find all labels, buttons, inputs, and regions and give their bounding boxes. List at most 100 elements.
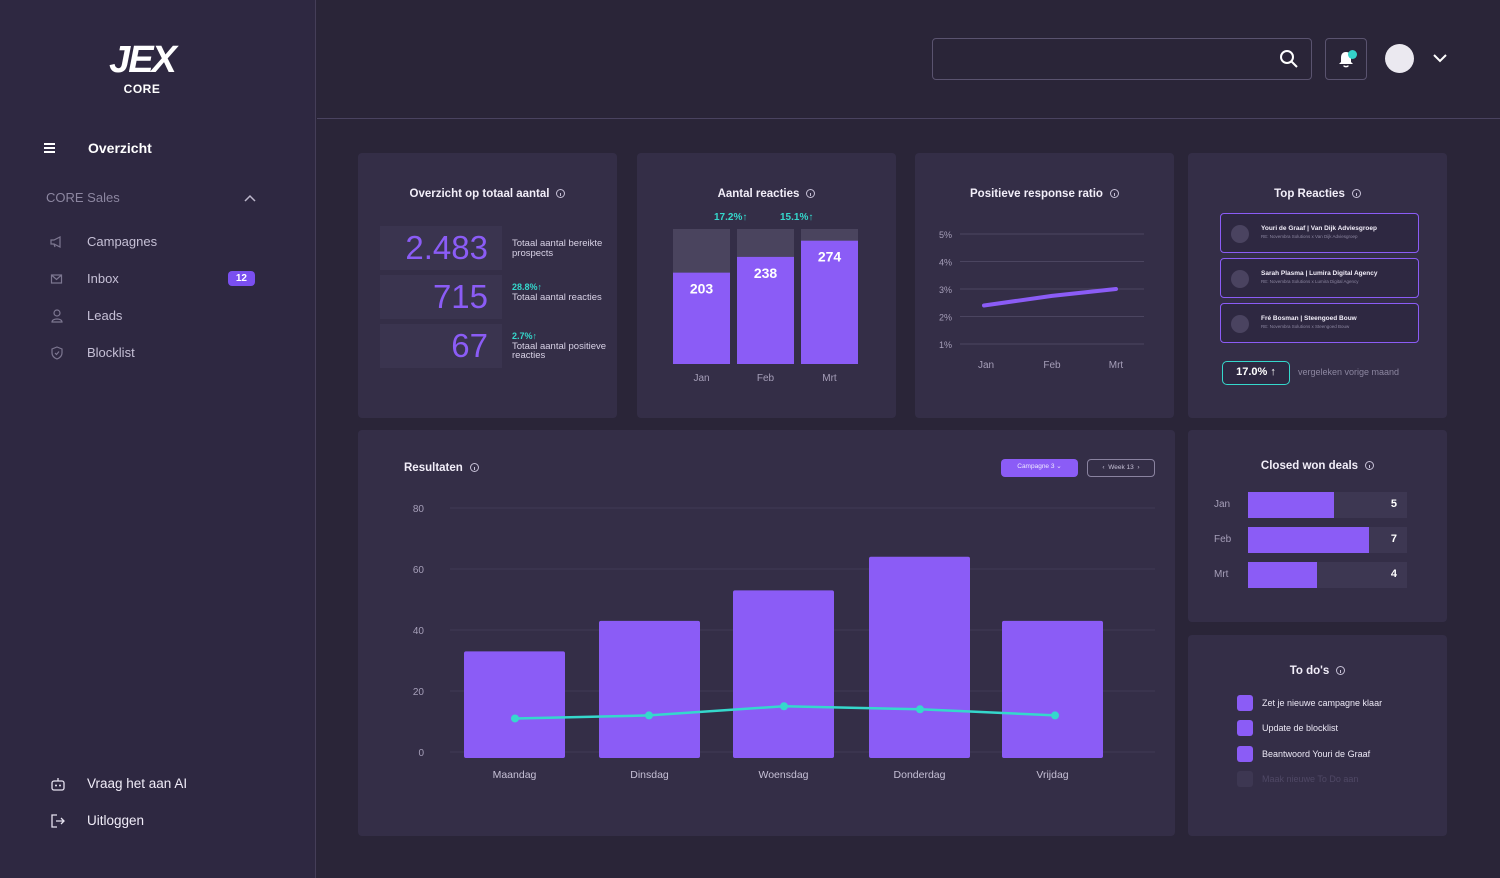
deal-month-label: Feb — [1214, 534, 1232, 545]
todo-checkbox[interactable] — [1237, 695, 1253, 711]
sidebar-item-label: Leads — [87, 308, 123, 323]
notification-dot — [1348, 50, 1357, 59]
y-tick-label: 4% — [939, 258, 952, 268]
info-icon[interactable] — [806, 189, 816, 198]
x-tick-label: Mrt — [822, 373, 837, 384]
y-tick-label: 5% — [939, 230, 952, 240]
x-tick-label: Jan — [693, 373, 709, 384]
stat-box-positief: 67 — [380, 324, 502, 368]
nav-overview[interactable]: Overzicht — [44, 140, 152, 156]
sidebar-item-label: Blocklist — [87, 345, 135, 360]
growth-mrt: 15.1%↑ — [780, 212, 814, 223]
stat-value: 67 — [451, 327, 488, 364]
bar-value-label: 274 — [818, 249, 842, 265]
todo-card: To do's Zet je nieuwe campagne klaar Upd… — [1188, 635, 1447, 836]
deal-month-label: Jan — [1214, 499, 1231, 510]
sidebar-item-leads[interactable]: Leads — [50, 308, 255, 323]
bar-value-label: 203 — [690, 281, 714, 297]
todo-label: Zet je nieuwe campagne klaar — [1262, 698, 1383, 708]
x-tick-label: Feb — [1043, 360, 1061, 371]
results-title: Resultaten — [404, 462, 479, 474]
stat-growth: 28.8%↑ — [512, 282, 543, 292]
new-todo-placeholder: Maak nieuwe To Do aan — [1262, 774, 1359, 784]
stat-box-prospects: 2.483 — [380, 226, 502, 270]
y-tick-label: 3% — [939, 285, 952, 295]
chevron-right-icon[interactable]: › — [1137, 464, 1140, 471]
info-icon[interactable] — [1351, 189, 1361, 198]
logout-button[interactable]: Uitloggen — [50, 813, 144, 828]
stat-box-reacties: 715 — [380, 275, 502, 319]
brand-sub: CORE — [123, 82, 161, 96]
todo-label: Update de blocklist — [1262, 723, 1339, 733]
bar — [733, 590, 834, 758]
results-card: Resultaten Campagne 3 ⌄ ‹ Week 13 › 80 60… — [358, 430, 1175, 836]
search-input[interactable] — [945, 49, 1265, 69]
notifications-button[interactable] — [1325, 38, 1367, 80]
ask-ai-button[interactable]: Vraag het aan AI — [50, 776, 187, 791]
todo-checkbox[interactable] — [1237, 720, 1253, 736]
week-selector[interactable]: ‹ Week 13 › — [1087, 459, 1155, 477]
group-core-sales[interactable]: CORE Sales — [46, 190, 256, 205]
reacties-chart: 203 Jan 238 Feb 274 Mrt — [673, 229, 858, 384]
sidebar-item-label: Inbox — [87, 271, 119, 286]
nav-overview-label: Overzicht — [88, 140, 152, 156]
deal-bar — [1248, 527, 1370, 553]
search-icon[interactable] — [1279, 49, 1299, 69]
y-tick-label: 80 — [413, 504, 425, 515]
stat-growth: 2.7%↑ — [512, 331, 538, 341]
x-tick-label: Jan — [978, 360, 994, 371]
megaphone-icon — [50, 235, 61, 248]
deal-month-label: Mrt — [1214, 569, 1229, 580]
info-icon[interactable] — [1336, 666, 1346, 675]
new-todo-input[interactable]: Maak nieuwe To Do aan — [1237, 771, 1358, 787]
sidebar-item-campagnes[interactable]: Campagnes — [50, 234, 255, 249]
reactie-subject: RE: Novembra Solutions x Steengoed Bouw — [1261, 324, 1350, 329]
stat-value: 2.483 — [405, 229, 488, 266]
user-icon — [51, 308, 63, 323]
bar — [599, 620, 700, 758]
group-label: CORE Sales — [46, 190, 120, 205]
info-icon[interactable] — [1365, 461, 1375, 470]
todo-item[interactable]: Zet je nieuwe campagne klaar — [1237, 695, 1382, 711]
deal-value-label: 7 — [1390, 533, 1397, 545]
reactie-name: Sarah Plasma | Lumira Digital Agency — [1261, 270, 1378, 277]
todo-item[interactable]: Update de blocklist — [1237, 720, 1338, 736]
reactie-item[interactable]: Sarah Plasma | Lumira Digital Agency RE:… — [1220, 258, 1419, 298]
brand-logo[interactable]: JEX CORE — [106, 40, 178, 96]
avatar[interactable] — [1385, 44, 1414, 73]
ratio-note: vergeleken vorige maand — [1298, 367, 1400, 377]
reactie-item[interactable]: Youri de Graaf | Van Dijk Adviesgroep RE… — [1220, 213, 1419, 253]
logout-label: Uitloggen — [87, 813, 145, 828]
chevron-down-icon[interactable] — [1432, 48, 1448, 68]
stat-label-prospects: Totaal aantal bereikte prospects — [512, 238, 603, 259]
sidebar: JEX CORE Overzicht CORE Sales Campagnes … — [0, 0, 316, 878]
reactie-subject: RE: Novembra Solutions x Lumira Digital … — [1261, 279, 1359, 284]
menu-icon[interactable] — [44, 143, 58, 153]
todo-item[interactable]: Beantwoord Youri de Graaf — [1237, 746, 1370, 762]
stat-label-positief: 2.7%↑ Totaal aantal positieve reacties — [512, 331, 607, 361]
sidebar-item-inbox[interactable]: Inbox 12 — [50, 271, 255, 286]
search-box — [932, 38, 1312, 80]
chevron-left-icon[interactable]: ‹ — [1102, 464, 1105, 471]
logout-icon — [51, 813, 65, 828]
info-icon[interactable] — [556, 189, 566, 198]
sidebar-item-blocklist[interactable]: Blocklist — [50, 345, 255, 360]
mail-icon — [50, 273, 63, 284]
todo-checkbox[interactable] — [1237, 746, 1253, 762]
inbox-count-badge: 12 — [227, 271, 255, 286]
ratio-chart: 5% 4% 3% 2% 1% Jan Feb Mrt — [939, 230, 1144, 371]
info-icon[interactable] — [469, 463, 479, 472]
campaign-select[interactable]: Campagne 3 ⌄ — [1001, 459, 1078, 477]
line-point — [645, 711, 653, 720]
bar — [869, 556, 970, 758]
ratio-card: Positieve response ratio 5% 4% 3% 2% 1% Jan Fe… — [915, 153, 1174, 418]
chevron-up-icon[interactable] — [244, 194, 256, 202]
x-tick-label: Donderdag — [894, 769, 946, 781]
avatar — [1231, 315, 1249, 333]
ask-ai-label: Vraag het aan AI — [87, 776, 188, 791]
info-icon[interactable] — [1109, 189, 1119, 198]
deals-card: Closed won deals Jan 5 Feb 7 Mrt 4 — [1188, 430, 1447, 622]
line-point — [780, 702, 788, 711]
deal-value-label: 4 — [1390, 568, 1397, 580]
reactie-item[interactable]: Fré Bosman | Steengoed Bouw RE: Novembra… — [1220, 303, 1419, 343]
